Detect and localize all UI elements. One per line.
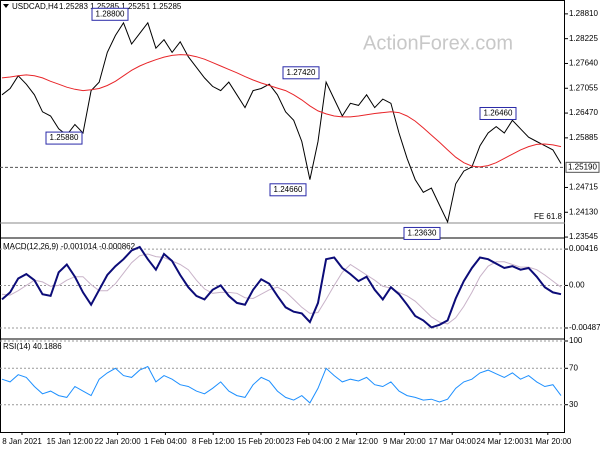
level-label: FE 61.8: [534, 212, 563, 221]
y-tick-label: 1.24715: [569, 183, 598, 192]
annotation-box: [91, 7, 129, 21]
current-price-box: [565, 161, 600, 173]
y-tick-label: 1.24130: [569, 207, 598, 216]
series-line: [1, 365, 562, 404]
annotation-box: [403, 226, 441, 240]
annotation-label: 1.27420: [287, 68, 316, 77]
frame: [0, 0, 565, 433]
y-tick-label: 1.23545: [569, 232, 598, 241]
y-tick-label: 100: [569, 336, 583, 345]
y-tick-label: 1.26470: [569, 108, 598, 117]
x-tick-label: 15 Jan 12:00: [47, 437, 94, 446]
y-tick-label: 30: [569, 400, 578, 409]
current-price-label: 1.25190: [568, 162, 597, 171]
x-tick-label: 31 Mar 20:00: [524, 437, 572, 446]
annotation-label: 1.24660: [274, 185, 303, 194]
y-tick-label: 0.00416: [569, 244, 598, 253]
annotation-box: [45, 131, 83, 145]
x-tick-label: 9 Mar 20:00: [383, 437, 426, 446]
x-tick-label: 22 Jan 20:00: [94, 437, 141, 446]
series-line: [1, 21, 562, 224]
annotation-label: 1.28800: [96, 9, 125, 18]
x-tick-label: 15 Feb 20:00: [237, 437, 285, 446]
watermark: ActionForex.com: [363, 32, 513, 54]
y-tick-label: 1.28225: [569, 34, 598, 43]
macd-title: MACD(12,26,9) -0.001014 -0.000862: [3, 242, 136, 251]
x-tick-label: 17 Mar 04:00: [429, 437, 477, 446]
x-tick-label: 8 Jan 2021: [2, 437, 42, 446]
annotation-box: [282, 66, 320, 80]
annotation-label: 1.23630: [408, 229, 437, 238]
annotation-label: 1.26460: [484, 109, 513, 118]
annotation-box: [269, 183, 307, 197]
annotation-box: [479, 106, 517, 120]
rsi-title: RSI(14) 40.1886: [3, 342, 62, 351]
x-tick-label: 2 Mar 12:00: [335, 437, 378, 446]
menu-icon: [3, 4, 9, 8]
y-tick-label: 1.27640: [569, 59, 598, 68]
series-line: [1, 253, 562, 325]
series-line: [1, 54, 562, 168]
ohlc: 1.25283 1.25285 1.25251 1.25285: [59, 2, 182, 11]
y-tick-label: 0.00: [569, 281, 585, 290]
y-tick-label: 70: [569, 363, 578, 372]
symbol: USDCAD,H4: [12, 2, 59, 11]
y-tick-label: 1.28810: [569, 9, 598, 18]
series-line: [1, 245, 562, 329]
x-tick-label: 1 Feb 04:00: [144, 437, 187, 446]
x-tick-label: 24 Mar 12:00: [476, 437, 524, 446]
x-tick-label: 23 Feb 04:00: [285, 437, 333, 446]
x-tick-label: 8 Feb 12:00: [192, 437, 235, 446]
annotation-label: 1.25880: [50, 133, 79, 142]
y-tick-label: 1.27055: [569, 83, 598, 92]
y-tick-label: 1.25885: [569, 133, 598, 142]
